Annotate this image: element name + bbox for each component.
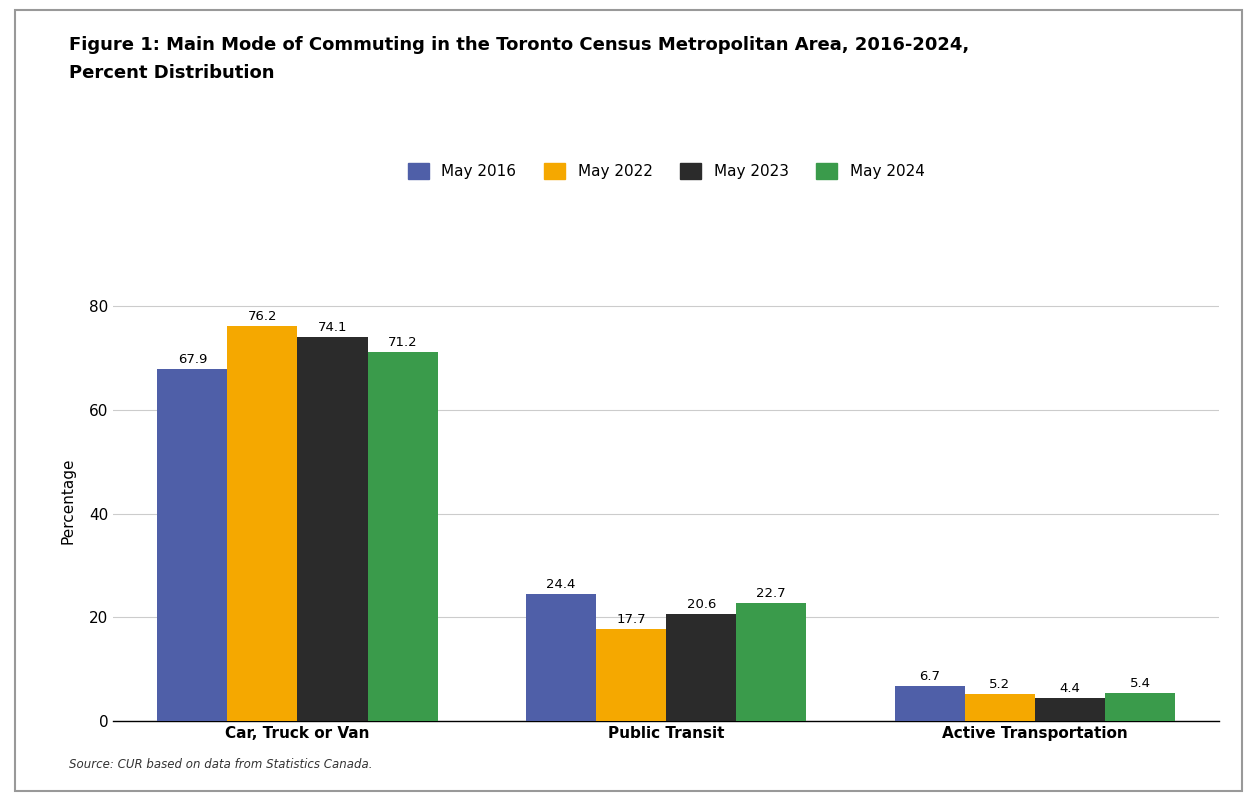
Text: 71.2: 71.2 (387, 336, 417, 348)
Bar (298, 337, 367, 721)
Text: Figure 1: Main Mode of Commuting in the Toronto Census Metropolitan Area, 2016-2: Figure 1: Main Mode of Commuting in the … (69, 36, 969, 54)
Bar (596, 629, 666, 721)
Text: 20.6: 20.6 (686, 598, 716, 611)
Legend: May 2016, May 2022, May 2023, May 2024: May 2016, May 2022, May 2023, May 2024 (400, 156, 933, 187)
Text: 5.2: 5.2 (989, 678, 1011, 690)
Text: 76.2: 76.2 (248, 310, 278, 323)
Y-axis label: Percentage: Percentage (60, 457, 75, 544)
Text: 6.7: 6.7 (919, 670, 940, 683)
Bar (895, 686, 965, 721)
Text: 24.4: 24.4 (547, 578, 576, 591)
Text: 67.9: 67.9 (177, 353, 207, 366)
Text: 17.7: 17.7 (616, 613, 646, 626)
Bar (1035, 698, 1105, 721)
Bar (1105, 693, 1175, 721)
Bar (367, 352, 437, 721)
Text: 22.7: 22.7 (757, 587, 786, 600)
Bar (228, 326, 298, 721)
Text: Percent Distribution: Percent Distribution (69, 64, 274, 82)
Text: 5.4: 5.4 (1130, 677, 1150, 690)
Text: 4.4: 4.4 (1060, 682, 1081, 695)
Text: Source: CUR based on data from Statistics Canada.: Source: CUR based on data from Statistic… (69, 758, 372, 771)
Bar (965, 694, 1035, 721)
Bar (666, 614, 737, 721)
Bar (157, 369, 228, 721)
Bar (737, 603, 806, 721)
Bar (527, 594, 596, 721)
Text: 74.1: 74.1 (318, 320, 347, 334)
